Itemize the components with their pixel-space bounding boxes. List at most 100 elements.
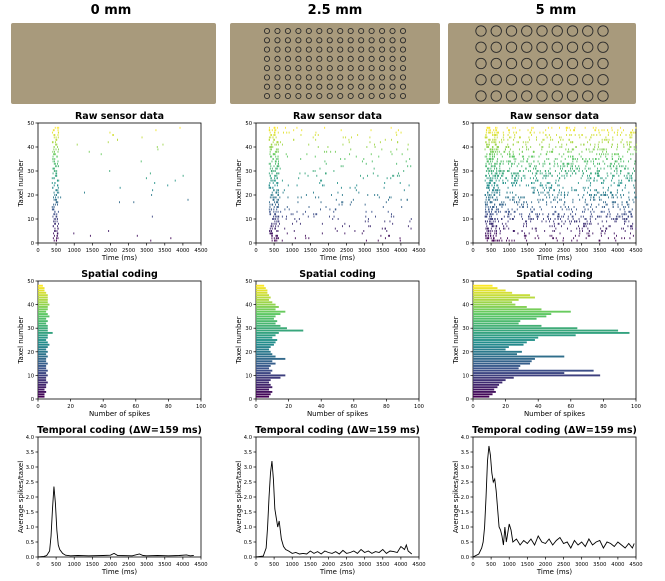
spike: [570, 141, 572, 144]
bar-taxel-48: [38, 284, 43, 287]
spike: [488, 141, 490, 144]
texture-dot: [337, 37, 344, 44]
spike: [270, 208, 272, 211]
spike: [493, 186, 495, 189]
spike: [271, 237, 273, 240]
spike: [488, 167, 490, 170]
spike: [546, 158, 548, 160]
spike: [304, 234, 306, 237]
spike: [484, 155, 486, 158]
spike: [489, 153, 490, 156]
spike: [617, 213, 619, 216]
spike: [117, 138, 118, 141]
spike: [497, 239, 498, 242]
spike: [533, 189, 535, 192]
spike: [496, 170, 498, 172]
spike: [277, 210, 279, 213]
spike: [490, 148, 492, 151]
spike: [499, 189, 501, 192]
spike: [503, 138, 505, 141]
y-tick-label: 1.5: [244, 510, 252, 516]
spike: [270, 136, 272, 139]
texture-dot: [475, 57, 487, 70]
spike: [170, 237, 172, 240]
spike: [516, 201, 517, 204]
spike: [615, 194, 617, 196]
spike: [518, 201, 520, 204]
spike: [484, 179, 486, 182]
x-tick-label: 2000: [539, 562, 552, 568]
texture-dot: [379, 83, 386, 90]
spike: [536, 138, 537, 141]
spike: [597, 167, 598, 170]
spike: [593, 148, 595, 151]
spike: [545, 172, 547, 175]
texture-dot: [326, 27, 333, 35]
spike: [564, 177, 566, 180]
texture-dot: [263, 74, 271, 81]
texture-dot: [368, 74, 375, 81]
texture-dot: [566, 90, 579, 102]
y-tick-label: 4.0: [461, 435, 469, 441]
spike: [572, 162, 574, 165]
spike: [487, 206, 489, 208]
spike: [504, 210, 506, 213]
spike: [499, 230, 501, 232]
spike: [54, 230, 56, 232]
spike: [593, 179, 595, 182]
spike: [588, 158, 590, 160]
texture-dot: [295, 55, 302, 62]
spike: [513, 215, 515, 218]
spike: [496, 146, 498, 148]
texture-dot: [399, 92, 407, 100]
spike: [513, 131, 515, 134]
spike: [549, 167, 551, 170]
spike: [629, 177, 631, 180]
column-title-0mm: 0 mm: [91, 3, 132, 18]
y-tick-label: 3.0: [461, 465, 469, 471]
spike: [587, 234, 589, 237]
subplot-title: Temporal coding (ΔW=159 ms): [472, 425, 637, 436]
spike: [605, 148, 607, 151]
spike: [634, 196, 636, 199]
texture-dot: [379, 46, 386, 53]
spike: [338, 203, 340, 206]
texture-dot: [337, 83, 344, 90]
spike: [560, 160, 562, 163]
bar-taxel-36: [256, 313, 281, 315]
spike: [599, 170, 600, 172]
spike: [269, 210, 271, 213]
spike: [305, 210, 306, 213]
temporal-coding-plot-1: Temporal coding (ΔW=159 ms)0 500 1000 1500 2…: [235, 425, 426, 576]
bar-taxel-14: [256, 365, 271, 367]
spike: [551, 225, 553, 228]
spike: [528, 232, 530, 235]
spike: [273, 218, 275, 220]
texture-dot: [274, 74, 281, 81]
spike: [574, 170, 575, 172]
spike: [576, 239, 578, 242]
spike: [51, 208, 53, 211]
y-tick-label: 30: [245, 326, 252, 332]
spike: [572, 198, 574, 201]
spike: [495, 189, 497, 192]
spike: [626, 201, 627, 204]
bar-taxel-4: [38, 388, 45, 391]
spike: [583, 189, 585, 192]
spike: [491, 170, 493, 172]
x-tick-label: 100: [631, 404, 641, 410]
bar-taxel-12: [473, 369, 594, 372]
spike: [407, 165, 409, 168]
spike: [496, 148, 497, 151]
x-tick-label: 500: [486, 562, 496, 568]
spike: [539, 131, 541, 134]
spike: [616, 160, 618, 163]
spike: [545, 174, 547, 177]
spike: [558, 213, 560, 216]
texture-dot: [263, 92, 271, 100]
spike: [490, 162, 492, 165]
texture-dot: [536, 41, 548, 53]
spike: [571, 186, 573, 189]
spike: [545, 186, 547, 189]
spike: [57, 146, 59, 148]
